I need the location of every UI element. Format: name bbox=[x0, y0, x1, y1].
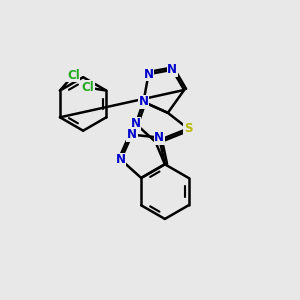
Text: N: N bbox=[167, 63, 177, 76]
Text: N: N bbox=[143, 68, 154, 81]
Text: Cl: Cl bbox=[82, 81, 94, 94]
Text: N: N bbox=[139, 95, 148, 108]
Text: N: N bbox=[154, 131, 164, 144]
Text: N: N bbox=[116, 153, 126, 166]
Text: S: S bbox=[184, 122, 192, 135]
Text: N: N bbox=[127, 128, 137, 141]
Text: N: N bbox=[131, 117, 141, 130]
Text: Cl: Cl bbox=[67, 69, 80, 82]
